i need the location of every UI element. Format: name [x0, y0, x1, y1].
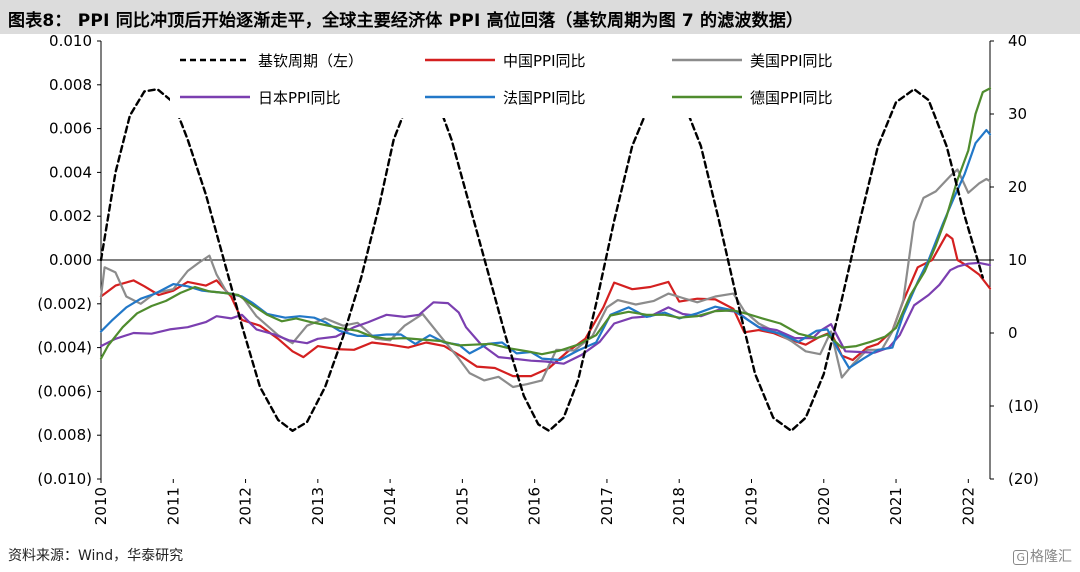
legend-label: 法国PPI同比 [503, 89, 586, 107]
watermark: G 格隆汇 [1013, 546, 1072, 566]
x-tick-label: 2021 [887, 487, 905, 525]
x-tick-label: 2013 [309, 487, 327, 525]
legend-label: 中国PPI同比 [503, 52, 586, 70]
y-left-tick-label: (0.002) [37, 295, 92, 313]
y-left-tick-label: (0.008) [37, 426, 92, 444]
source-note: 资料来源：Wind，华泰研究 [8, 548, 184, 564]
legend-label: 美国PPI同比 [750, 52, 833, 70]
y-left-tick-label: (0.010) [37, 470, 92, 488]
watermark-logo-icon: G [1013, 550, 1028, 565]
x-tick-label: 2019 [742, 487, 760, 525]
y-left-tick-label: 0.004 [49, 163, 92, 181]
x-tick-label: 2018 [670, 487, 688, 525]
series-lines [99, 87, 992, 432]
axes: 0.010 0.008 0.006 0.004 0.002 0.000 (0.002) (0.… [37, 34, 1038, 525]
y-right-tick-label: 30 [1008, 105, 1027, 123]
y-right-tick-label: (10) [1008, 397, 1039, 415]
y-left-tick-label: 0.010 [49, 34, 92, 50]
y-right-tick-label: (20) [1008, 470, 1039, 488]
y-left-tick-label: 0.002 [49, 207, 92, 225]
x-tick-label: 2020 [815, 487, 833, 525]
series-line [99, 233, 992, 378]
x-tick-label: 2012 [237, 487, 255, 525]
y-left-tick-label: (0.006) [37, 382, 92, 400]
legend-label: 基钦周期（左） [258, 52, 363, 70]
title-bar: 图表8： PPI 同比冲顶后开始逐渐走平，全球主要经济体 PPI 高位回落（基钦… [0, 0, 1080, 34]
legend-label: 日本PPI同比 [258, 89, 341, 107]
legend-label: 德国PPI同比 [750, 89, 833, 107]
series-line [99, 87, 992, 360]
x-tick-label: 2016 [526, 487, 544, 525]
y-left-tick-label: 0.008 [49, 76, 92, 94]
y-right-tick-label: 20 [1008, 178, 1027, 196]
series-line [99, 88, 984, 432]
y-right-tick-label: 10 [1008, 251, 1027, 269]
series-line [99, 261, 992, 365]
y-right-tick-label: 40 [1008, 34, 1027, 50]
x-tick-label: 2014 [381, 487, 399, 525]
y-left-tick-label: 0.000 [49, 251, 92, 269]
series-line [99, 129, 992, 370]
y-left-tick-label: (0.004) [37, 339, 92, 357]
x-tick-label: 2010 [92, 487, 110, 525]
series-line [99, 168, 992, 389]
y-left-tick-label: 0.006 [49, 120, 92, 138]
x-tick-label: 2017 [598, 487, 616, 525]
watermark-text: 格隆汇 [1030, 549, 1072, 565]
x-tick-label: 2015 [453, 487, 471, 525]
chart-title: 图表8： PPI 同比冲顶后开始逐渐走平，全球主要经济体 PPI 高位回落（基钦… [8, 11, 804, 31]
chart: 0.010 0.008 0.006 0.004 0.002 0.000 (0.002) (0.… [37, 34, 1038, 525]
y-right-tick-label: 0 [1008, 324, 1018, 342]
x-tick-label: 2022 [959, 487, 977, 525]
legend-background [170, 44, 870, 118]
x-tick-label: 2011 [164, 487, 182, 525]
